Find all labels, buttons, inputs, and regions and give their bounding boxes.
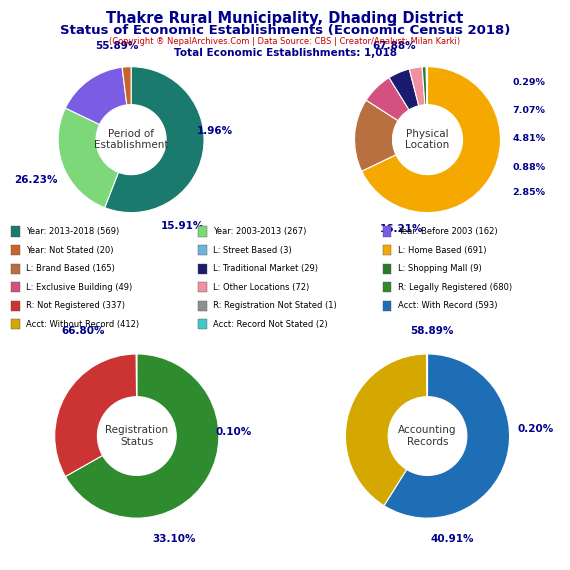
- Text: 16.21%: 16.21%: [380, 223, 424, 234]
- Wedge shape: [55, 354, 137, 477]
- Text: L: Other Locations (72): L: Other Locations (72): [214, 283, 310, 292]
- Text: L: Exclusive Building (49): L: Exclusive Building (49): [26, 283, 133, 292]
- Bar: [382, 263, 391, 274]
- Bar: [198, 319, 207, 329]
- Bar: [11, 226, 19, 237]
- Wedge shape: [58, 108, 119, 207]
- Text: Year: Before 2003 (162): Year: Before 2003 (162): [398, 227, 498, 236]
- Text: 0.29%: 0.29%: [513, 78, 545, 87]
- Text: (Copyright ® NepalArchives.Com | Data Source: CBS | Creator/Analyst: Milan Karki: (Copyright ® NepalArchives.Com | Data So…: [109, 37, 461, 46]
- Text: Period of
Establishment: Period of Establishment: [94, 129, 168, 150]
- Text: 67.88%: 67.88%: [373, 41, 417, 51]
- Text: 15.91%: 15.91%: [161, 221, 204, 231]
- Text: Year: 2003-2013 (267): Year: 2003-2013 (267): [214, 227, 307, 236]
- Wedge shape: [409, 67, 425, 106]
- Text: L: Street Based (3): L: Street Based (3): [214, 246, 292, 255]
- Wedge shape: [355, 100, 398, 171]
- Bar: [198, 245, 207, 255]
- Text: Acct: Without Record (412): Acct: Without Record (412): [26, 320, 140, 329]
- Wedge shape: [66, 354, 219, 518]
- Text: 58.89%: 58.89%: [410, 326, 453, 336]
- Bar: [11, 282, 19, 292]
- Wedge shape: [105, 67, 204, 213]
- Text: L: Home Based (691): L: Home Based (691): [398, 246, 486, 255]
- Text: 0.10%: 0.10%: [215, 427, 252, 437]
- Text: Year: 2013-2018 (569): Year: 2013-2018 (569): [26, 227, 120, 236]
- Wedge shape: [345, 354, 427, 506]
- Bar: [382, 245, 391, 255]
- Text: Acct: With Record (593): Acct: With Record (593): [398, 301, 498, 310]
- Text: R: Not Registered (337): R: Not Registered (337): [26, 301, 125, 310]
- Text: Accounting
Records: Accounting Records: [398, 425, 457, 447]
- Text: 33.10%: 33.10%: [152, 534, 196, 544]
- Wedge shape: [362, 67, 500, 213]
- Bar: [11, 300, 19, 311]
- Bar: [11, 245, 19, 255]
- Wedge shape: [66, 67, 127, 124]
- Text: 55.89%: 55.89%: [95, 41, 138, 51]
- Text: Year: Not Stated (20): Year: Not Stated (20): [26, 246, 114, 255]
- Bar: [11, 319, 19, 329]
- Bar: [198, 282, 207, 292]
- Bar: [198, 300, 207, 311]
- Text: Total Economic Establishments: 1,018: Total Economic Establishments: 1,018: [173, 48, 397, 58]
- Text: 4.81%: 4.81%: [512, 134, 545, 142]
- Text: L: Shopping Mall (9): L: Shopping Mall (9): [398, 264, 482, 273]
- Wedge shape: [384, 354, 510, 518]
- Wedge shape: [122, 67, 131, 105]
- Wedge shape: [422, 67, 427, 105]
- Text: Status of Economic Establishments (Economic Census 2018): Status of Economic Establishments (Econo…: [60, 24, 510, 37]
- Text: R: Registration Not Stated (1): R: Registration Not Stated (1): [214, 301, 337, 310]
- Text: 1.96%: 1.96%: [197, 126, 233, 136]
- Text: 2.85%: 2.85%: [512, 188, 545, 197]
- Text: Physical
Location: Physical Location: [405, 129, 450, 150]
- Wedge shape: [389, 69, 419, 110]
- Text: L: Traditional Market (29): L: Traditional Market (29): [214, 264, 319, 273]
- Bar: [382, 282, 391, 292]
- Text: Thakre Rural Municipality, Dhading District: Thakre Rural Municipality, Dhading Distr…: [107, 11, 463, 26]
- Bar: [382, 226, 391, 237]
- Text: 0.20%: 0.20%: [518, 425, 554, 434]
- Text: 26.23%: 26.23%: [14, 175, 58, 185]
- Wedge shape: [426, 67, 428, 105]
- Wedge shape: [366, 78, 409, 121]
- Wedge shape: [426, 354, 428, 397]
- Text: 40.91%: 40.91%: [430, 534, 474, 544]
- Text: 7.07%: 7.07%: [513, 106, 545, 115]
- Bar: [11, 263, 19, 274]
- Text: 66.80%: 66.80%: [62, 326, 105, 336]
- Text: 0.88%: 0.88%: [512, 163, 545, 172]
- Text: Acct: Record Not Stated (2): Acct: Record Not Stated (2): [214, 320, 328, 329]
- Bar: [198, 263, 207, 274]
- Text: L: Brand Based (165): L: Brand Based (165): [26, 264, 115, 273]
- Text: R: Legally Registered (680): R: Legally Registered (680): [398, 283, 512, 292]
- Text: Registration
Status: Registration Status: [105, 425, 168, 447]
- Bar: [198, 226, 207, 237]
- Bar: [382, 300, 391, 311]
